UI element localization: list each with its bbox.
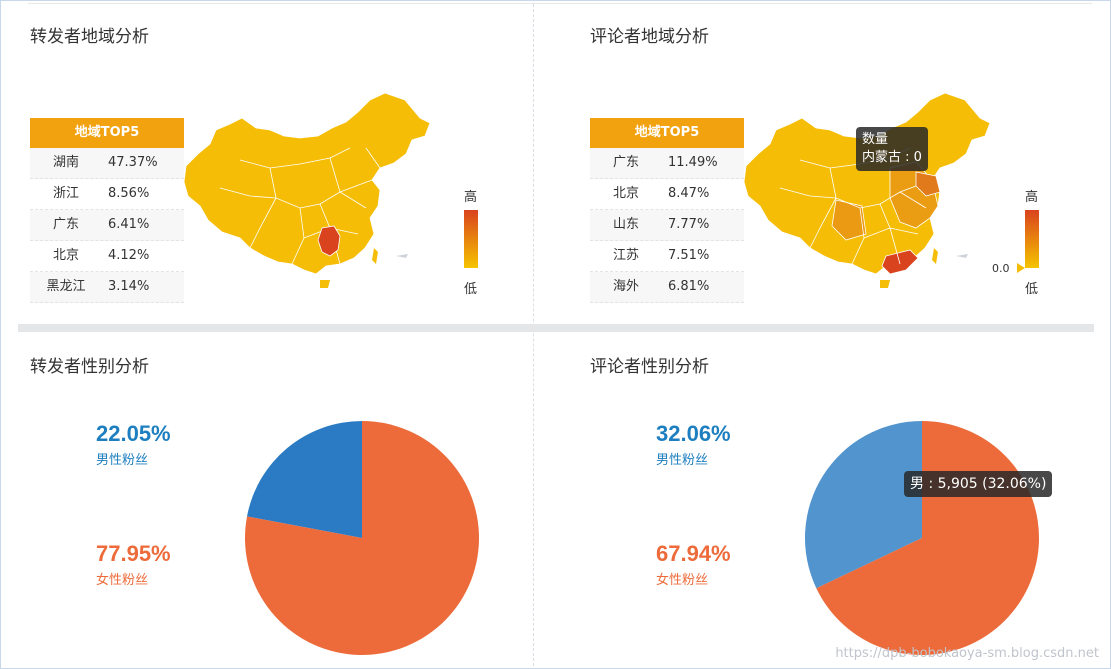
map-beijing-shandong[interactable] [915, 171, 941, 197]
repost-female-pct: 77.95% [96, 541, 171, 566]
map-taiwan[interactable] [932, 248, 938, 264]
table-row: 黑龙江 3.14% [30, 272, 184, 303]
comment-male-label: 男性粉丝 [656, 453, 709, 468]
comment-top5-table: 地域TOP5 广东 11.49% 北京 8.47% 山东 7.77% 江苏 7.51% … [590, 118, 744, 303]
comment-china-map[interactable] [740, 88, 1000, 298]
map-mainland[interactable] [183, 92, 431, 275]
table-row: 广东 11.49% [590, 148, 744, 179]
table-header: 地域TOP5 [590, 118, 744, 148]
pie-slice-male[interactable] [247, 421, 362, 538]
legend-color-bar [464, 210, 478, 268]
repost-gender-title: 转发者性别分析 [30, 357, 149, 377]
repost-gender-pie[interactable] [242, 418, 482, 658]
comment-gender-title: 评论者性别分析 [590, 357, 709, 377]
horizontal-divider [18, 324, 1094, 332]
map-hainan[interactable] [880, 280, 890, 288]
table-row: 北京 8.47% [590, 179, 744, 210]
repost-male-pct: 22.05% [96, 421, 171, 446]
legend-low-label: 低 [1025, 282, 1039, 297]
table-row: 山东 7.77% [590, 210, 744, 241]
legend-pointer-icon[interactable] [1017, 263, 1025, 273]
repost-top5-table: 地域TOP5 湖南 47.37% 浙江 8.56% 广东 6.41% 北京 4.12% … [30, 118, 184, 303]
vertical-divider [533, 4, 534, 666]
repost-china-map[interactable] [180, 88, 440, 298]
map-south-islands [396, 254, 408, 258]
legend-high-label: 高 [464, 190, 478, 205]
map-hainan[interactable] [320, 280, 330, 288]
map-mainland[interactable] [743, 92, 991, 275]
table-row: 北京 4.12% [30, 241, 184, 272]
map-guangdong-highlight[interactable] [881, 249, 919, 275]
legend-color-bar [1025, 210, 1039, 268]
comment-gender-pie[interactable] [802, 418, 1042, 658]
comment-male-pct: 32.06% [656, 421, 731, 446]
map-taiwan[interactable] [372, 248, 378, 264]
map-tooltip: 数量 内蒙古 : 0 [856, 127, 928, 171]
table-row: 广东 6.41% [30, 210, 184, 241]
map-sichuan[interactable] [831, 199, 867, 241]
watermark-text: https://dpb-bobokaoya-sm.blog.csdn.net [835, 646, 1099, 661]
legend-high-label: 高 [1025, 190, 1039, 205]
legend-low-label: 低 [464, 282, 478, 297]
repost-region-title: 转发者地域分析 [30, 27, 149, 47]
pie-slice-male[interactable] [805, 421, 922, 589]
legend-min-value: 0.0 [992, 262, 1010, 275]
tooltip-title: 数量 [862, 132, 889, 147]
table-row: 江苏 7.51% [590, 241, 744, 272]
comment-female-pct: 67.94% [656, 541, 731, 566]
pie-slice-female[interactable] [245, 421, 479, 655]
repost-female-label: 女性粉丝 [96, 573, 149, 588]
table-row: 湖南 47.37% [30, 148, 184, 179]
pie-tooltip: 男 : 5,905 (32.06%) [904, 471, 1053, 497]
table-row: 浙江 8.56% [30, 179, 184, 210]
map-south-islands [956, 254, 968, 258]
table-row: 海外 6.81% [590, 272, 744, 303]
table-header: 地域TOP5 [30, 118, 184, 148]
map-hunan-highlight[interactable] [317, 225, 341, 257]
repost-male-label: 男性粉丝 [96, 453, 149, 468]
comment-region-title: 评论者地域分析 [590, 27, 709, 47]
comment-female-label: 女性粉丝 [656, 573, 709, 588]
tooltip-line: 内蒙古 : 0 [862, 150, 922, 165]
top-divider [28, 3, 1092, 4]
